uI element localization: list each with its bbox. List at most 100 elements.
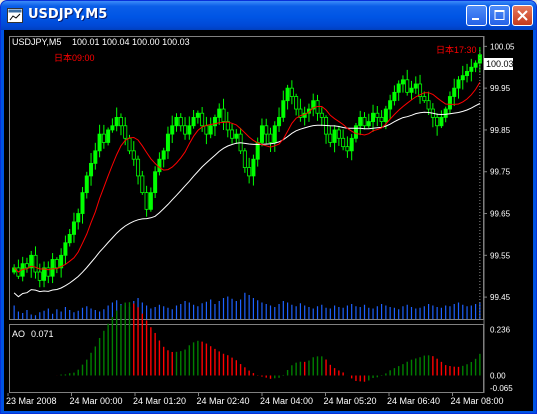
time-tick-label: 24 Mar 05:20	[324, 396, 377, 406]
candle-body	[67, 234, 72, 244]
candle-body	[259, 125, 264, 143]
candle-body	[465, 71, 470, 77]
candle-body	[422, 96, 427, 102]
price-chart[interactable]: 100.05 99.95 99.85 99.75 99.65 99.55 99.45 0.23…	[4, 30, 533, 411]
candle-body	[110, 125, 115, 131]
candle-body	[161, 150, 166, 160]
candle-body	[234, 133, 239, 139]
candle-body	[439, 117, 444, 127]
candle-body	[33, 254, 38, 273]
title-bar[interactable]: USDJPY,M5	[1, 1, 536, 30]
price-tick-label: 99.85	[490, 126, 511, 135]
candle-body	[435, 117, 440, 127]
ohlc-label: 100.01 100.04 100.00 100.03	[72, 37, 190, 47]
main-pane-frame	[9, 36, 484, 320]
candle-body	[187, 125, 192, 135]
candle-body	[24, 263, 29, 269]
candle-body	[42, 267, 47, 281]
time-tick-label: 24 Mar 08:00	[451, 396, 504, 406]
price-tick-label: 99.75	[490, 168, 511, 177]
candle-body	[140, 175, 145, 194]
time-tick-label: 24 Mar 00:00	[70, 396, 123, 406]
close-button[interactable]	[512, 5, 533, 26]
candle-body	[353, 125, 358, 139]
close-icon	[517, 10, 528, 21]
candle-body	[76, 213, 81, 223]
candle-body	[106, 129, 111, 143]
candle-body	[204, 125, 209, 135]
candle-body	[328, 133, 333, 143]
candle-body	[418, 83, 423, 97]
candle-body	[413, 83, 418, 89]
candle-body	[409, 87, 414, 93]
candle-body	[71, 221, 76, 235]
candle-body	[311, 100, 316, 110]
price-tick-label: 99.95	[490, 84, 511, 93]
price-tick-label: 99.65	[490, 210, 511, 219]
window-title: USDJPY,M5	[28, 7, 108, 22]
maximize-button[interactable]	[489, 5, 510, 26]
ao-value-label: 0.071	[31, 329, 54, 339]
candle-body	[212, 117, 217, 127]
candle-body	[298, 108, 303, 118]
candle-body	[366, 121, 371, 127]
candle-body	[277, 117, 282, 127]
candle-body	[54, 259, 59, 269]
candle-body	[191, 117, 196, 127]
candle-body	[165, 133, 170, 152]
candle-body	[264, 125, 269, 135]
candle-body	[294, 96, 299, 110]
candle-body	[174, 117, 179, 127]
candle-body	[148, 192, 153, 210]
minimize-button[interactable]	[466, 5, 487, 26]
candle-body	[123, 125, 128, 139]
candle-body	[349, 137, 354, 152]
candle-body	[29, 254, 34, 269]
candle-body	[332, 129, 337, 143]
session-end-label: 日本17:30	[436, 44, 477, 55]
candle-body	[144, 192, 149, 210]
candle-body	[195, 112, 200, 118]
candle-body	[400, 79, 405, 85]
candle-body	[460, 75, 465, 81]
candle-body	[37, 271, 42, 281]
candle-body	[131, 150, 136, 160]
candle-body	[136, 158, 141, 177]
candle-body	[426, 100, 431, 110]
maximize-icon	[494, 10, 505, 20]
candle-body	[336, 129, 341, 139]
candle-body	[251, 158, 256, 177]
current-price-label: 100.03	[486, 59, 514, 69]
candle-body	[375, 112, 380, 118]
ma-fast-line	[13, 82, 481, 273]
candle-body	[118, 117, 123, 127]
candle-body	[101, 133, 106, 143]
candle-body	[281, 100, 286, 118]
moving-averages	[13, 50, 481, 319]
volume-bars	[13, 292, 481, 319]
candle-body	[178, 117, 183, 127]
candle-body	[362, 117, 367, 127]
candle-body	[443, 108, 448, 118]
candle-body	[46, 267, 51, 277]
current-price-box	[484, 58, 513, 70]
candle-body	[345, 146, 350, 152]
candle-body	[247, 167, 252, 177]
candle-body	[50, 259, 55, 277]
candle-body	[97, 133, 102, 152]
candle-body	[84, 175, 89, 194]
ao-pane-frame	[9, 324, 484, 393]
candle-body	[93, 150, 98, 164]
time-axis-labels: 23 Mar 2008 24 Mar 00:00 24 Mar 01:20 24 Ma…	[6, 393, 504, 406]
ao-histogram	[56, 302, 481, 382]
ao-name-label: AO	[12, 329, 25, 339]
ao-tick-label: -0.065	[490, 384, 513, 393]
candle-body	[217, 108, 222, 118]
candle-body	[341, 137, 346, 148]
candle-body	[319, 112, 324, 118]
candle-body	[63, 242, 68, 256]
candle-body	[452, 87, 457, 97]
chart-area[interactable]: 100.05 99.95 99.85 99.75 99.65 99.55 99.45 0.23…	[4, 30, 533, 411]
candle-body	[114, 117, 119, 127]
